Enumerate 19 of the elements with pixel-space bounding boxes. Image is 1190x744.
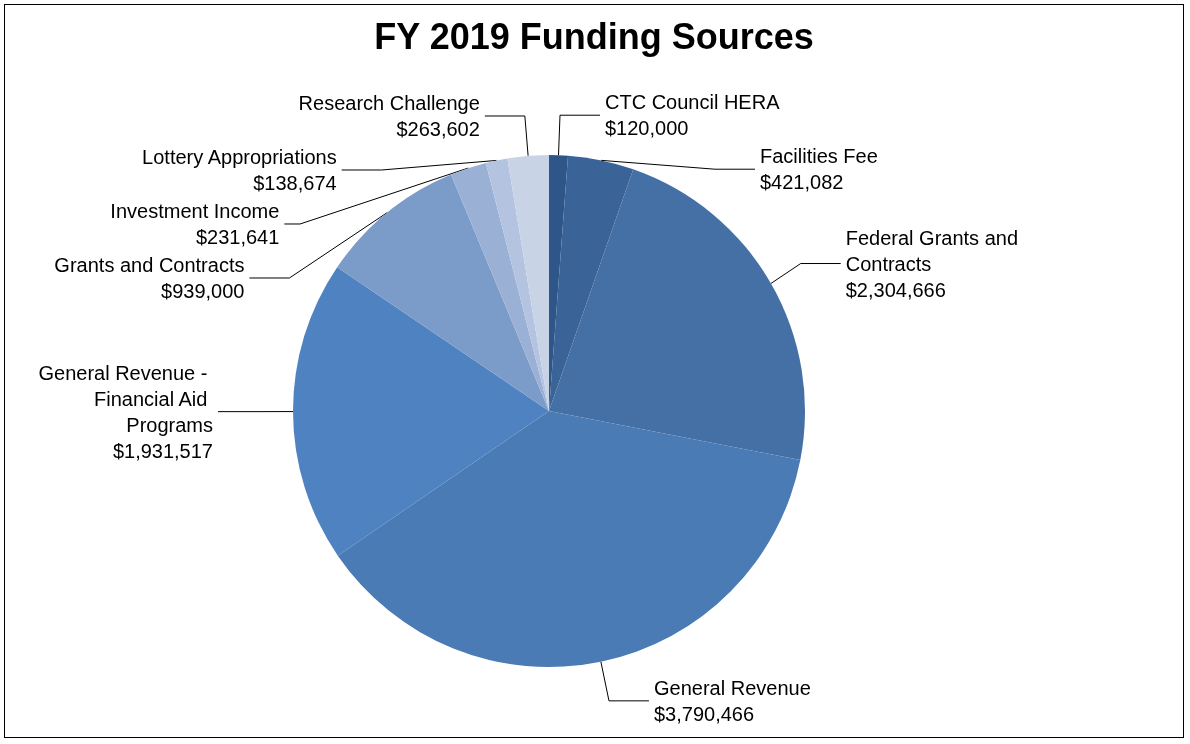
slice-label: Research Challenge [298, 91, 480, 114]
slice-label: Investment Income [110, 199, 280, 222]
slice-label: CTC Council HERA [605, 91, 781, 114]
slice-label: General Revenue - Financial Aid Programs [38, 361, 213, 436]
slice-label: Facilities Fee [760, 145, 878, 168]
data-label: $421,082 [760, 171, 844, 194]
data-label: $2,304,666 [845, 278, 946, 301]
data-label: $939,000 [161, 279, 245, 302]
chart-title: FY 2019 Funding Sources [374, 15, 814, 57]
data-label: $231,641 [195, 225, 280, 248]
data-label: $138,674 [253, 171, 337, 194]
slice-label: General Revenue [653, 676, 811, 699]
data-label: $1,931,517 [112, 439, 213, 462]
data-label: $263,602 [396, 117, 480, 140]
data-label: $3,790,466 [653, 702, 755, 725]
slice-label: Federal Grants and Contracts [845, 226, 1024, 275]
slice-label: Grants and Contracts [54, 253, 245, 276]
data-label: $120,000 [605, 117, 689, 140]
slice-label: Lottery Appropriations [142, 145, 337, 168]
